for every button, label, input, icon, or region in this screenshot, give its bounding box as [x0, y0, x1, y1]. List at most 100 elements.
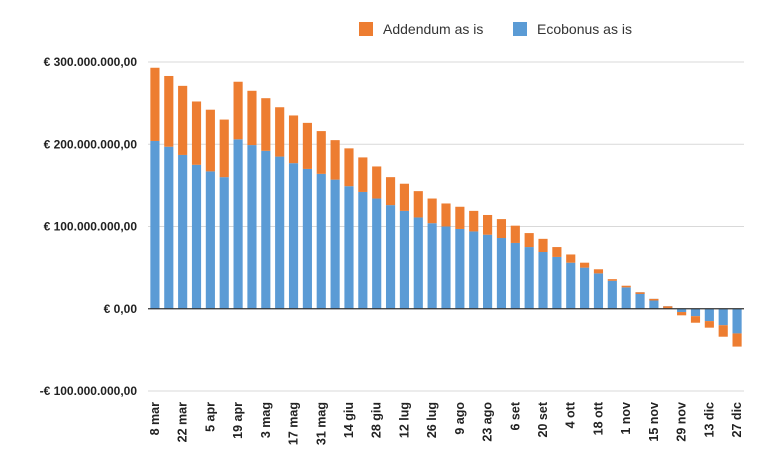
x-tick-label: 27 dic: [730, 402, 744, 437]
bar-ecobonus: [552, 256, 562, 309]
bar-ecobonus: [330, 179, 340, 309]
bar-ecobonus: [302, 168, 312, 309]
bar-addendum: [677, 312, 687, 316]
bar-ecobonus: [413, 217, 423, 309]
bar-addendum: [288, 115, 299, 164]
x-tick-label: 8 mar: [148, 402, 162, 435]
bar-addendum: [247, 90, 257, 146]
x-tick-label: 14 giu: [342, 402, 356, 438]
bar-addendum: [413, 191, 423, 218]
bar-ecobonus: [288, 163, 299, 309]
bar-ecobonus: [178, 154, 188, 309]
bar-ecobonus: [455, 228, 465, 309]
bar-ecobonus: [538, 251, 548, 309]
x-tick-label: 22 mar: [176, 402, 190, 442]
x-tick-label: 23 ago: [481, 402, 495, 442]
bar-addendum: [621, 285, 631, 288]
y-tick-label: € 300.000.000,00: [44, 55, 138, 69]
bar-addendum: [330, 140, 340, 180]
bar-ecobonus: [344, 186, 354, 309]
x-tick-label: 13 dic: [702, 402, 716, 437]
y-tick-label: € 0,00: [104, 302, 138, 316]
bar-addendum: [538, 238, 548, 252]
bar-addendum: [316, 131, 326, 174]
bar-ecobonus: [219, 177, 229, 309]
bar-addendum: [690, 316, 701, 323]
bar-addendum: [510, 225, 520, 243]
bar-ecobonus: [704, 308, 714, 322]
bar-addendum: [205, 109, 215, 172]
x-tick-label: 20 set: [536, 401, 550, 437]
bar-addendum: [219, 119, 229, 178]
bar-ecobonus: [593, 273, 604, 309]
bar-addendum: [593, 269, 604, 274]
bar-addendum: [399, 183, 409, 211]
bar-ecobonus: [385, 205, 396, 309]
x-tick-label: 5 apr: [203, 402, 217, 432]
bar-addendum: [732, 333, 742, 347]
bar-ecobonus: [510, 242, 520, 309]
bar-addendum: [372, 166, 382, 199]
bar-addendum: [580, 262, 590, 268]
bar-addendum: [704, 321, 714, 328]
bar-ecobonus: [690, 308, 701, 317]
bar-addendum: [191, 101, 202, 165]
y-axis: € 300.000.000,00 € 200.000.000,00 € 100.00…: [40, 55, 138, 398]
x-axis: 8 mar 22 mar 5 apr 19 apr 3 mag 17 mag 31 mag 1…: [148, 401, 744, 445]
legend-swatch-ecobonus: [513, 22, 527, 36]
bar-ecobonus: [247, 145, 257, 309]
x-tick-label: 4 ott: [564, 401, 578, 428]
bar-addendum: [150, 67, 160, 141]
bar-ecobonus: [718, 308, 728, 326]
bar-addendum: [524, 233, 534, 248]
bar-ecobonus: [621, 287, 631, 309]
x-tick-label: 29 nov: [675, 402, 689, 442]
bar-addendum: [496, 219, 507, 239]
bar-ecobonus: [358, 191, 368, 309]
bar-addendum: [178, 85, 188, 155]
x-tick-label: 31 mag: [314, 402, 328, 445]
bar-ecobonus: [399, 210, 409, 309]
bar-addendum: [385, 177, 396, 206]
bar-ecobonus: [275, 156, 285, 309]
bar-addendum: [663, 306, 673, 309]
y-tick-label: € 100.000.000,00: [44, 220, 138, 234]
bar-addendum: [552, 247, 562, 257]
bar-addendum: [358, 157, 368, 192]
bar-ecobonus: [233, 139, 243, 309]
bar-addendum: [483, 214, 493, 235]
bar-ecobonus: [191, 164, 202, 309]
bar-addendum: [566, 254, 576, 263]
bar-ecobonus: [732, 308, 742, 334]
bar-ecobonus: [427, 223, 437, 309]
bar-addendum: [233, 81, 243, 140]
bar-addendum: [275, 107, 285, 157]
x-tick-label: 12 lug: [397, 402, 411, 438]
bar-ecobonus: [524, 247, 534, 309]
bar-addendum: [261, 98, 271, 151]
bar-ecobonus: [483, 234, 493, 309]
x-tick-label: 19 apr: [231, 402, 245, 439]
x-tick-label: 18 ott: [591, 401, 605, 435]
bars: [150, 67, 742, 347]
x-tick-label: 26 lug: [425, 402, 439, 438]
legend: Addendum as is Ecobonus as is: [359, 21, 632, 37]
y-tick-label: -€ 100.000.000,00: [40, 384, 138, 398]
bar-ecobonus: [316, 173, 326, 309]
bar-ecobonus: [649, 298, 659, 309]
x-tick-label: 28 giu: [370, 402, 384, 438]
x-tick-label: 6 set: [508, 401, 522, 430]
bar-addendum: [344, 148, 354, 187]
bar-addendum: [441, 203, 451, 227]
bar-addendum: [718, 325, 728, 337]
bar-ecobonus: [635, 292, 645, 309]
bar-addendum: [427, 198, 437, 224]
bar-ecobonus: [580, 267, 590, 309]
x-tick-label: 17 mag: [287, 402, 301, 445]
x-tick-label: 3 mag: [259, 402, 273, 438]
x-tick-label: 15 nov: [647, 402, 661, 442]
bar-ecobonus: [469, 231, 479, 309]
bar-ecobonus: [372, 198, 382, 309]
bar-addendum: [455, 206, 465, 229]
